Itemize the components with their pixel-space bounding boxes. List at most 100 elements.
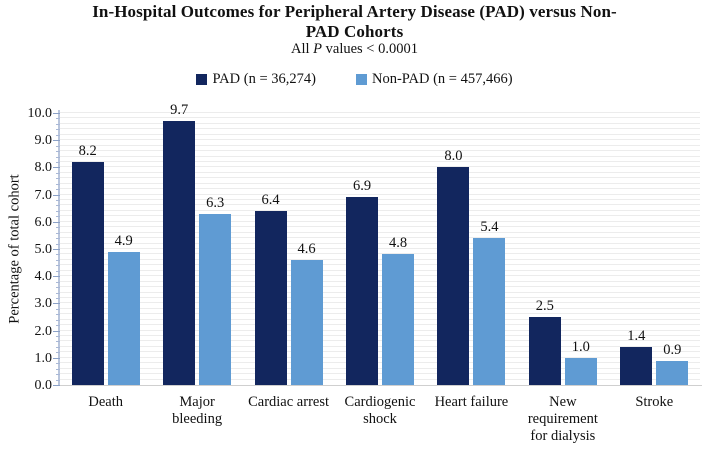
gridline — [60, 269, 700, 271]
gridline — [60, 209, 700, 211]
y-minor-tick — [56, 189, 60, 191]
x-category-label-line: New — [549, 394, 577, 410]
y-minor-tick — [56, 216, 60, 218]
bar-value-label: 4.9 — [114, 232, 133, 249]
gridline — [60, 226, 700, 228]
y-minor-tick — [56, 297, 60, 299]
gridline — [60, 177, 700, 179]
y-minor-tick — [56, 210, 60, 212]
gridline — [60, 307, 700, 309]
gridline — [60, 275, 700, 277]
gridline — [60, 378, 700, 380]
gridline — [60, 302, 700, 304]
bar-pad-death — [71, 161, 104, 385]
bar-value-label: 4.8 — [388, 235, 408, 252]
bar-value-label: 6.9 — [352, 178, 372, 195]
bar-non-pad-heart-failure — [473, 238, 506, 385]
x-category-label: Death — [60, 394, 151, 411]
gridline — [60, 171, 700, 173]
y-minor-tick — [56, 341, 60, 343]
legend-swatch-icon — [196, 74, 208, 85]
y-minor-tick — [56, 314, 60, 316]
bar-value-label: 6.3 — [206, 194, 225, 211]
y-tick-label: 5.0 — [34, 242, 53, 257]
y-tick-label: 4.0 — [34, 269, 53, 285]
bar-value-label: 8.0 — [444, 148, 463, 165]
y-major-tick — [53, 140, 60, 142]
bar-value-label: 6.4 — [261, 191, 280, 208]
bar-non-pad-stroke — [656, 360, 689, 385]
y-minor-tick — [56, 134, 60, 136]
bar-value-label: 2.5 — [535, 298, 554, 314]
y-minor-tick — [56, 205, 60, 207]
bar-non-pad-death — [107, 251, 140, 385]
y-major-tick — [53, 303, 60, 305]
bar-pad-heart-failure — [437, 167, 470, 385]
gridline — [60, 324, 700, 326]
gridline — [60, 351, 700, 353]
x-category-label-line: Cardiac arrest — [248, 394, 330, 410]
gridline — [60, 286, 700, 288]
y-minor-tick — [56, 319, 60, 321]
gridline — [60, 193, 700, 195]
y-minor-tick — [56, 374, 60, 376]
legend-item-non-pad: Non-PAD (n = 457,466) — [355, 71, 513, 88]
y-tick-label: 0.0 — [34, 378, 53, 393]
subtitle-suffix: values < 0.0001 — [322, 41, 418, 57]
y-minor-tick — [56, 363, 60, 365]
gridline — [60, 166, 700, 168]
x-category-label: Cardiogenic shock — [334, 394, 425, 428]
gridline — [60, 237, 700, 239]
y-tick-label: 8.0 — [34, 160, 53, 176]
bar-non-pad-new-requirement-for-dialysis — [564, 357, 597, 385]
legend-swatch-icon — [355, 74, 367, 85]
y-major-tick — [53, 221, 60, 223]
x-axis-line — [54, 385, 702, 386]
legend-item-pad: PAD (n = 36,274) — [196, 71, 316, 88]
y-tick-label: 3.0 — [34, 296, 53, 312]
y-minor-tick — [56, 379, 60, 381]
y-minor-tick — [56, 118, 60, 120]
x-category-label-line: shock — [363, 411, 397, 427]
y-tick-label: 2.0 — [34, 323, 53, 339]
gridline — [60, 367, 700, 369]
gridline — [60, 182, 700, 184]
gridline — [60, 296, 700, 298]
x-category-label-line: for dialysis — [530, 428, 596, 444]
y-major-tick — [53, 357, 60, 359]
y-minor-tick — [56, 172, 60, 174]
gridline — [60, 220, 700, 222]
y-minor-tick — [56, 270, 60, 272]
gridline — [60, 215, 700, 217]
y-major-tick — [53, 385, 60, 386]
y-minor-tick — [56, 232, 60, 234]
y-minor-tick — [56, 308, 60, 310]
chart-title: In-Hospital Outcomes for Peripheral Arte… — [0, 2, 709, 42]
y-minor-tick — [56, 265, 60, 267]
bar-pad-cardiogenic-shock — [346, 197, 378, 385]
gridline — [60, 362, 700, 364]
bar-value-label: 9.7 — [170, 102, 189, 119]
gridline — [60, 280, 700, 282]
gridline — [60, 199, 700, 201]
y-tick-label: 10.0 — [27, 106, 53, 121]
plot-area: 8.2 4.9 9.7 6.3 6.4 4.6 6.9 4.8 8.0 5.4 2.5 1.0 1.4 0… — [54, 102, 702, 386]
x-category-label: New requirement for dialysis — [517, 394, 608, 445]
y-axis-line — [58, 110, 60, 386]
subtitle-p-italic: P — [313, 41, 323, 57]
gridline — [60, 356, 700, 358]
y-minor-tick — [56, 336, 60, 338]
gridline — [60, 112, 700, 113]
y-major-tick — [53, 276, 60, 278]
chart-title-line2: PAD Cohorts — [305, 22, 404, 41]
bar-value-label: 1.0 — [571, 338, 590, 355]
gridline — [60, 188, 700, 190]
x-category-label: Heart failure — [426, 394, 517, 411]
x-category-label: Cardiac arrest — [243, 394, 334, 411]
y-minor-tick — [56, 178, 60, 180]
gridline — [60, 160, 700, 162]
gridline — [60, 318, 700, 320]
y-minor-tick — [56, 254, 60, 256]
gridline — [60, 345, 700, 347]
gridline — [60, 155, 700, 157]
